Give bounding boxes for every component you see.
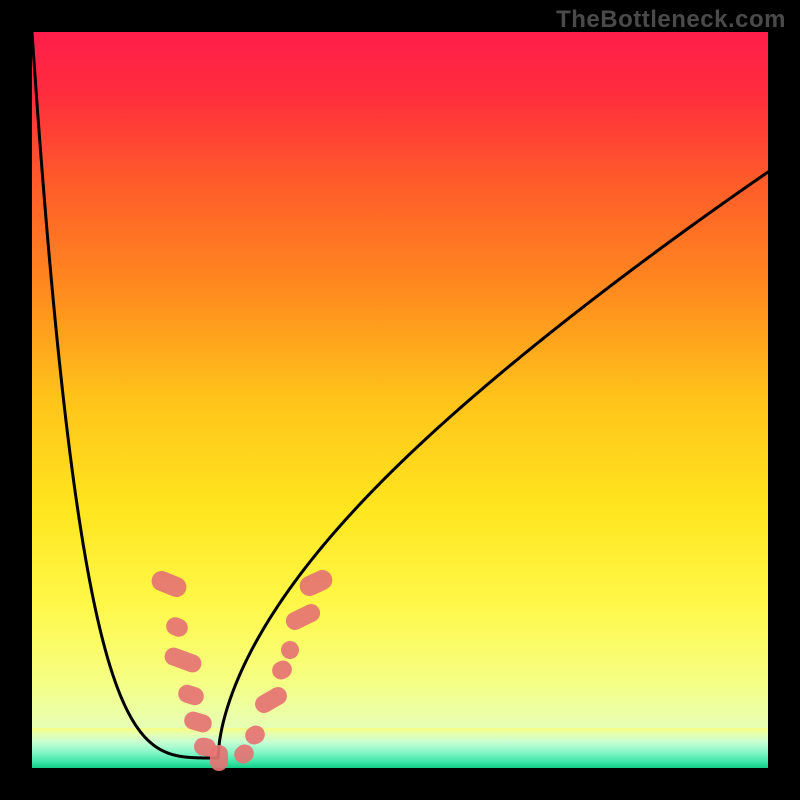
marker-point [242,722,268,748]
markers-layer [0,0,800,800]
marker-point [231,741,258,767]
marker-point [278,638,302,662]
marker-point [182,709,214,734]
marker-point [162,645,204,675]
marker-point [163,615,190,640]
marker-point [283,601,323,633]
marker-point [252,684,290,717]
watermark-text: TheBottleneck.com [556,6,786,34]
marker-point [269,657,295,682]
marker-point [149,568,190,600]
chart-frame: TheBottleneck.com [0,0,800,800]
marker-point [176,682,206,707]
marker-point [296,567,335,599]
marker-point [210,745,228,771]
